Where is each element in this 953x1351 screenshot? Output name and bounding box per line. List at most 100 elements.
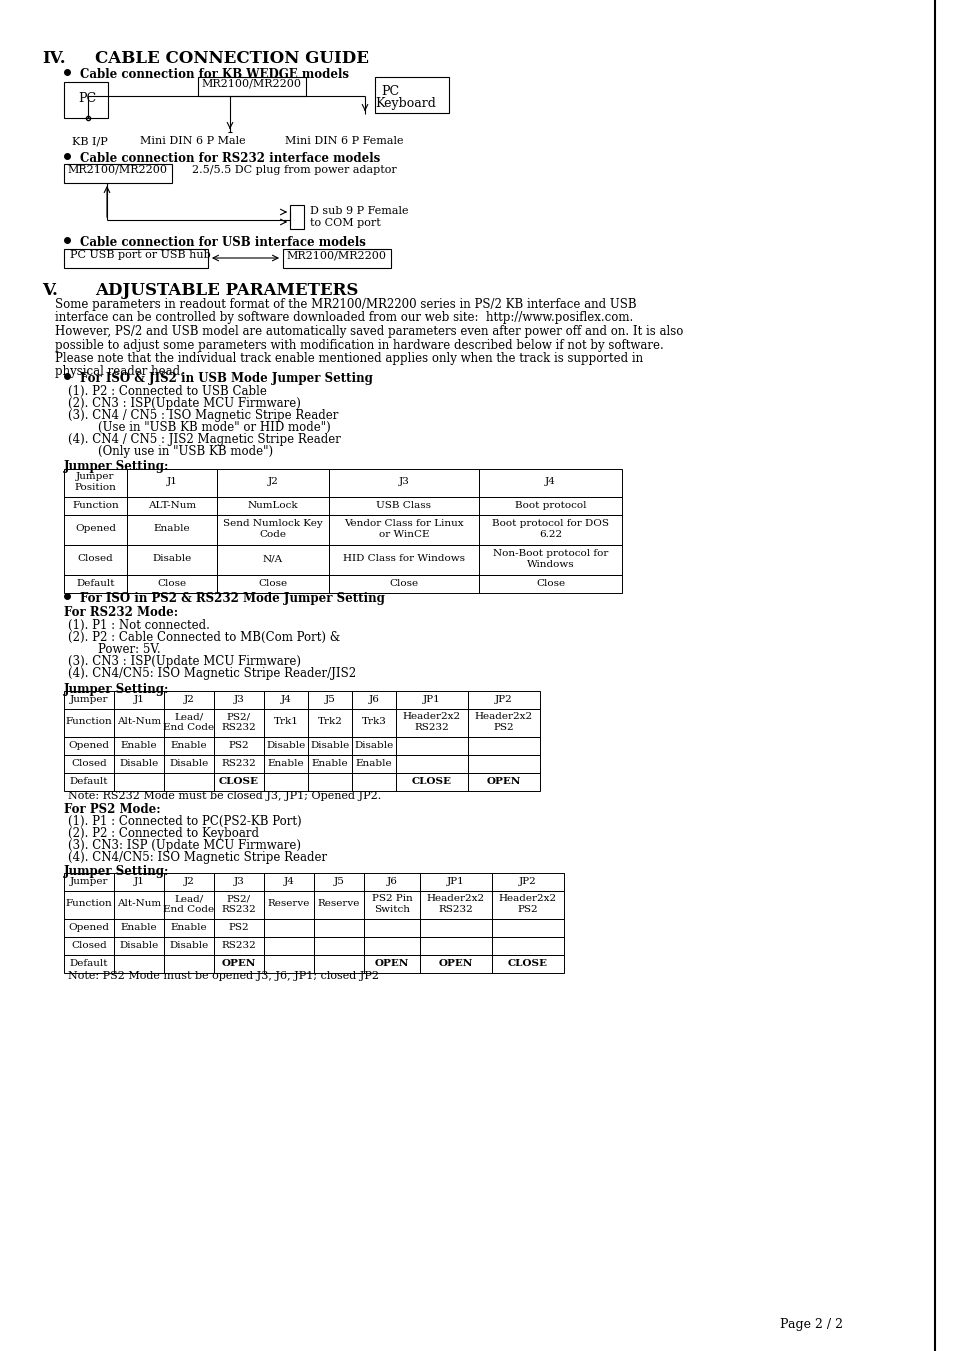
Text: OPEN: OPEN	[438, 958, 473, 967]
Text: MR2100/MR2200: MR2100/MR2200	[67, 165, 167, 176]
Text: J5: J5	[324, 694, 335, 704]
Text: Opened: Opened	[75, 524, 116, 534]
Text: Disable: Disable	[170, 940, 209, 950]
Text: J1: J1	[133, 877, 144, 885]
Text: Opened: Opened	[69, 740, 110, 750]
Text: Reserve: Reserve	[317, 900, 360, 908]
Text: CLOSE: CLOSE	[507, 958, 547, 967]
Text: PS2: PS2	[517, 905, 537, 913]
Text: (2). P2 : Connected to Keyboard: (2). P2 : Connected to Keyboard	[68, 827, 258, 840]
Text: J2: J2	[267, 477, 278, 486]
Text: N/A: N/A	[263, 554, 283, 563]
Text: (4). CN4/CN5: ISO Magnetic Stripe Reader: (4). CN4/CN5: ISO Magnetic Stripe Reader	[68, 851, 327, 865]
Text: Enable: Enable	[171, 740, 207, 750]
Text: J4: J4	[544, 477, 556, 486]
Text: (1). P2 : Connected to USB Cable: (1). P2 : Connected to USB Cable	[68, 385, 267, 399]
Text: RS232: RS232	[221, 905, 256, 913]
Text: (4). CN4 / CN5 : JIS2 Magnetic Stripe Reader: (4). CN4 / CN5 : JIS2 Magnetic Stripe Re…	[68, 434, 340, 446]
Text: PS2 Pin: PS2 Pin	[372, 894, 412, 904]
Text: Lead/: Lead/	[174, 712, 203, 721]
Text: (3). CN3: ISP (Update MCU Firmware): (3). CN3: ISP (Update MCU Firmware)	[68, 839, 301, 852]
Text: IV.: IV.	[42, 50, 66, 68]
Text: Header2x2: Header2x2	[402, 712, 460, 721]
Text: Mini DIN 6 P Male: Mini DIN 6 P Male	[140, 136, 245, 146]
Text: JP1: JP1	[447, 877, 464, 885]
Text: Disable: Disable	[266, 740, 305, 750]
Text: Please note that the individual track enable mentioned applies only when the tra: Please note that the individual track en…	[55, 353, 642, 365]
Text: Trk1: Trk1	[274, 717, 298, 727]
Text: JP2: JP2	[518, 877, 537, 885]
Text: J2: J2	[183, 877, 194, 885]
Text: Enable: Enable	[312, 758, 348, 767]
Text: Disable: Disable	[119, 758, 158, 767]
Text: Default: Default	[70, 958, 108, 967]
Text: Code: Code	[259, 530, 286, 539]
Text: Function: Function	[66, 900, 112, 908]
Text: Alt-Num: Alt-Num	[117, 717, 161, 727]
Text: PS2/: PS2/	[227, 894, 251, 904]
Text: Enable: Enable	[355, 758, 392, 767]
Text: PC USB port or USB hub: PC USB port or USB hub	[70, 250, 211, 259]
Text: Header2x2: Header2x2	[475, 712, 533, 721]
Text: Trk3: Trk3	[361, 717, 386, 727]
Text: Disable: Disable	[170, 758, 209, 767]
Text: Page 2 / 2: Page 2 / 2	[780, 1319, 842, 1331]
Text: Trk2: Trk2	[317, 717, 342, 727]
Text: Cable connection for KB WEDGE models: Cable connection for KB WEDGE models	[80, 68, 349, 81]
Text: J3: J3	[233, 877, 244, 885]
Text: Jumper: Jumper	[70, 694, 108, 704]
Text: J4: J4	[280, 694, 291, 704]
Text: Disable: Disable	[310, 740, 349, 750]
Text: Jumper Setting:: Jumper Setting:	[64, 684, 170, 696]
Text: Header2x2: Header2x2	[427, 894, 484, 904]
Text: For PS2 Mode:: For PS2 Mode:	[64, 802, 160, 816]
Text: MR2100/MR2200: MR2100/MR2200	[201, 78, 301, 88]
Text: Closed: Closed	[71, 758, 107, 767]
Text: to COM port: to COM port	[310, 218, 380, 228]
Text: CLOSE: CLOSE	[219, 777, 258, 785]
Text: Jumper Setting:: Jumper Setting:	[64, 459, 170, 473]
Text: Default: Default	[70, 777, 108, 785]
Text: USB Class: USB Class	[376, 500, 431, 509]
Text: Disable: Disable	[119, 940, 158, 950]
Text: Close: Close	[536, 578, 564, 588]
Text: (3). CN3 : ISP(Update MCU Firmware): (3). CN3 : ISP(Update MCU Firmware)	[68, 655, 301, 667]
Text: JP2: JP2	[495, 694, 513, 704]
Text: ALT-Num: ALT-Num	[148, 500, 196, 509]
Text: However, PS/2 and USB model are automatically saved parameters even after power : However, PS/2 and USB model are automati…	[55, 326, 682, 338]
Text: Enable: Enable	[121, 923, 157, 931]
Text: Cable connection for RS232 interface models: Cable connection for RS232 interface mod…	[80, 153, 380, 165]
Text: Switch: Switch	[374, 905, 410, 913]
Text: (2). P2 : Cable Connected to MB(Com Port) &: (2). P2 : Cable Connected to MB(Com Port…	[68, 631, 340, 644]
Text: Windows: Windows	[526, 559, 574, 569]
Text: Non-Boot protocol for: Non-Boot protocol for	[493, 550, 608, 558]
Text: (Use in "USB KB mode" or HID mode"): (Use in "USB KB mode" or HID mode")	[68, 422, 331, 434]
Text: PS2: PS2	[493, 723, 514, 732]
Text: Power: 5V.: Power: 5V.	[68, 643, 160, 657]
Text: Enable: Enable	[121, 740, 157, 750]
Text: Jumper: Jumper	[70, 877, 108, 885]
Text: ADJUSTABLE PARAMETERS: ADJUSTABLE PARAMETERS	[95, 282, 358, 299]
Text: NumLock: NumLock	[248, 500, 298, 509]
Text: MR2100/MR2200: MR2100/MR2200	[286, 250, 386, 259]
Text: OPEN: OPEN	[222, 958, 256, 967]
Text: PC: PC	[78, 92, 96, 105]
Text: Close: Close	[389, 578, 418, 588]
Text: Enable: Enable	[153, 524, 190, 534]
Text: Function: Function	[72, 500, 119, 509]
Text: J1: J1	[133, 694, 144, 704]
Text: Disable: Disable	[354, 740, 394, 750]
Text: RS232: RS232	[438, 905, 473, 913]
Text: Function: Function	[66, 717, 112, 727]
Text: Jumper Setting:: Jumper Setting:	[64, 865, 170, 878]
Text: V.: V.	[42, 282, 58, 299]
Text: (1). P1 : Connected to PC(PS2-KB Port): (1). P1 : Connected to PC(PS2-KB Port)	[68, 815, 301, 828]
Text: J6: J6	[386, 877, 397, 885]
Text: possible to adjust some parameters with modification in hardware described below: possible to adjust some parameters with …	[55, 339, 663, 351]
Text: Keyboard: Keyboard	[375, 97, 436, 109]
Text: End Code: End Code	[163, 905, 214, 913]
Text: Reserve: Reserve	[268, 900, 310, 908]
Text: Boot protocol for DOS: Boot protocol for DOS	[492, 519, 608, 528]
Text: Mini DIN 6 P Female: Mini DIN 6 P Female	[285, 136, 403, 146]
Text: (2). CN3 : ISP(Update MCU Firmware): (2). CN3 : ISP(Update MCU Firmware)	[68, 397, 300, 409]
